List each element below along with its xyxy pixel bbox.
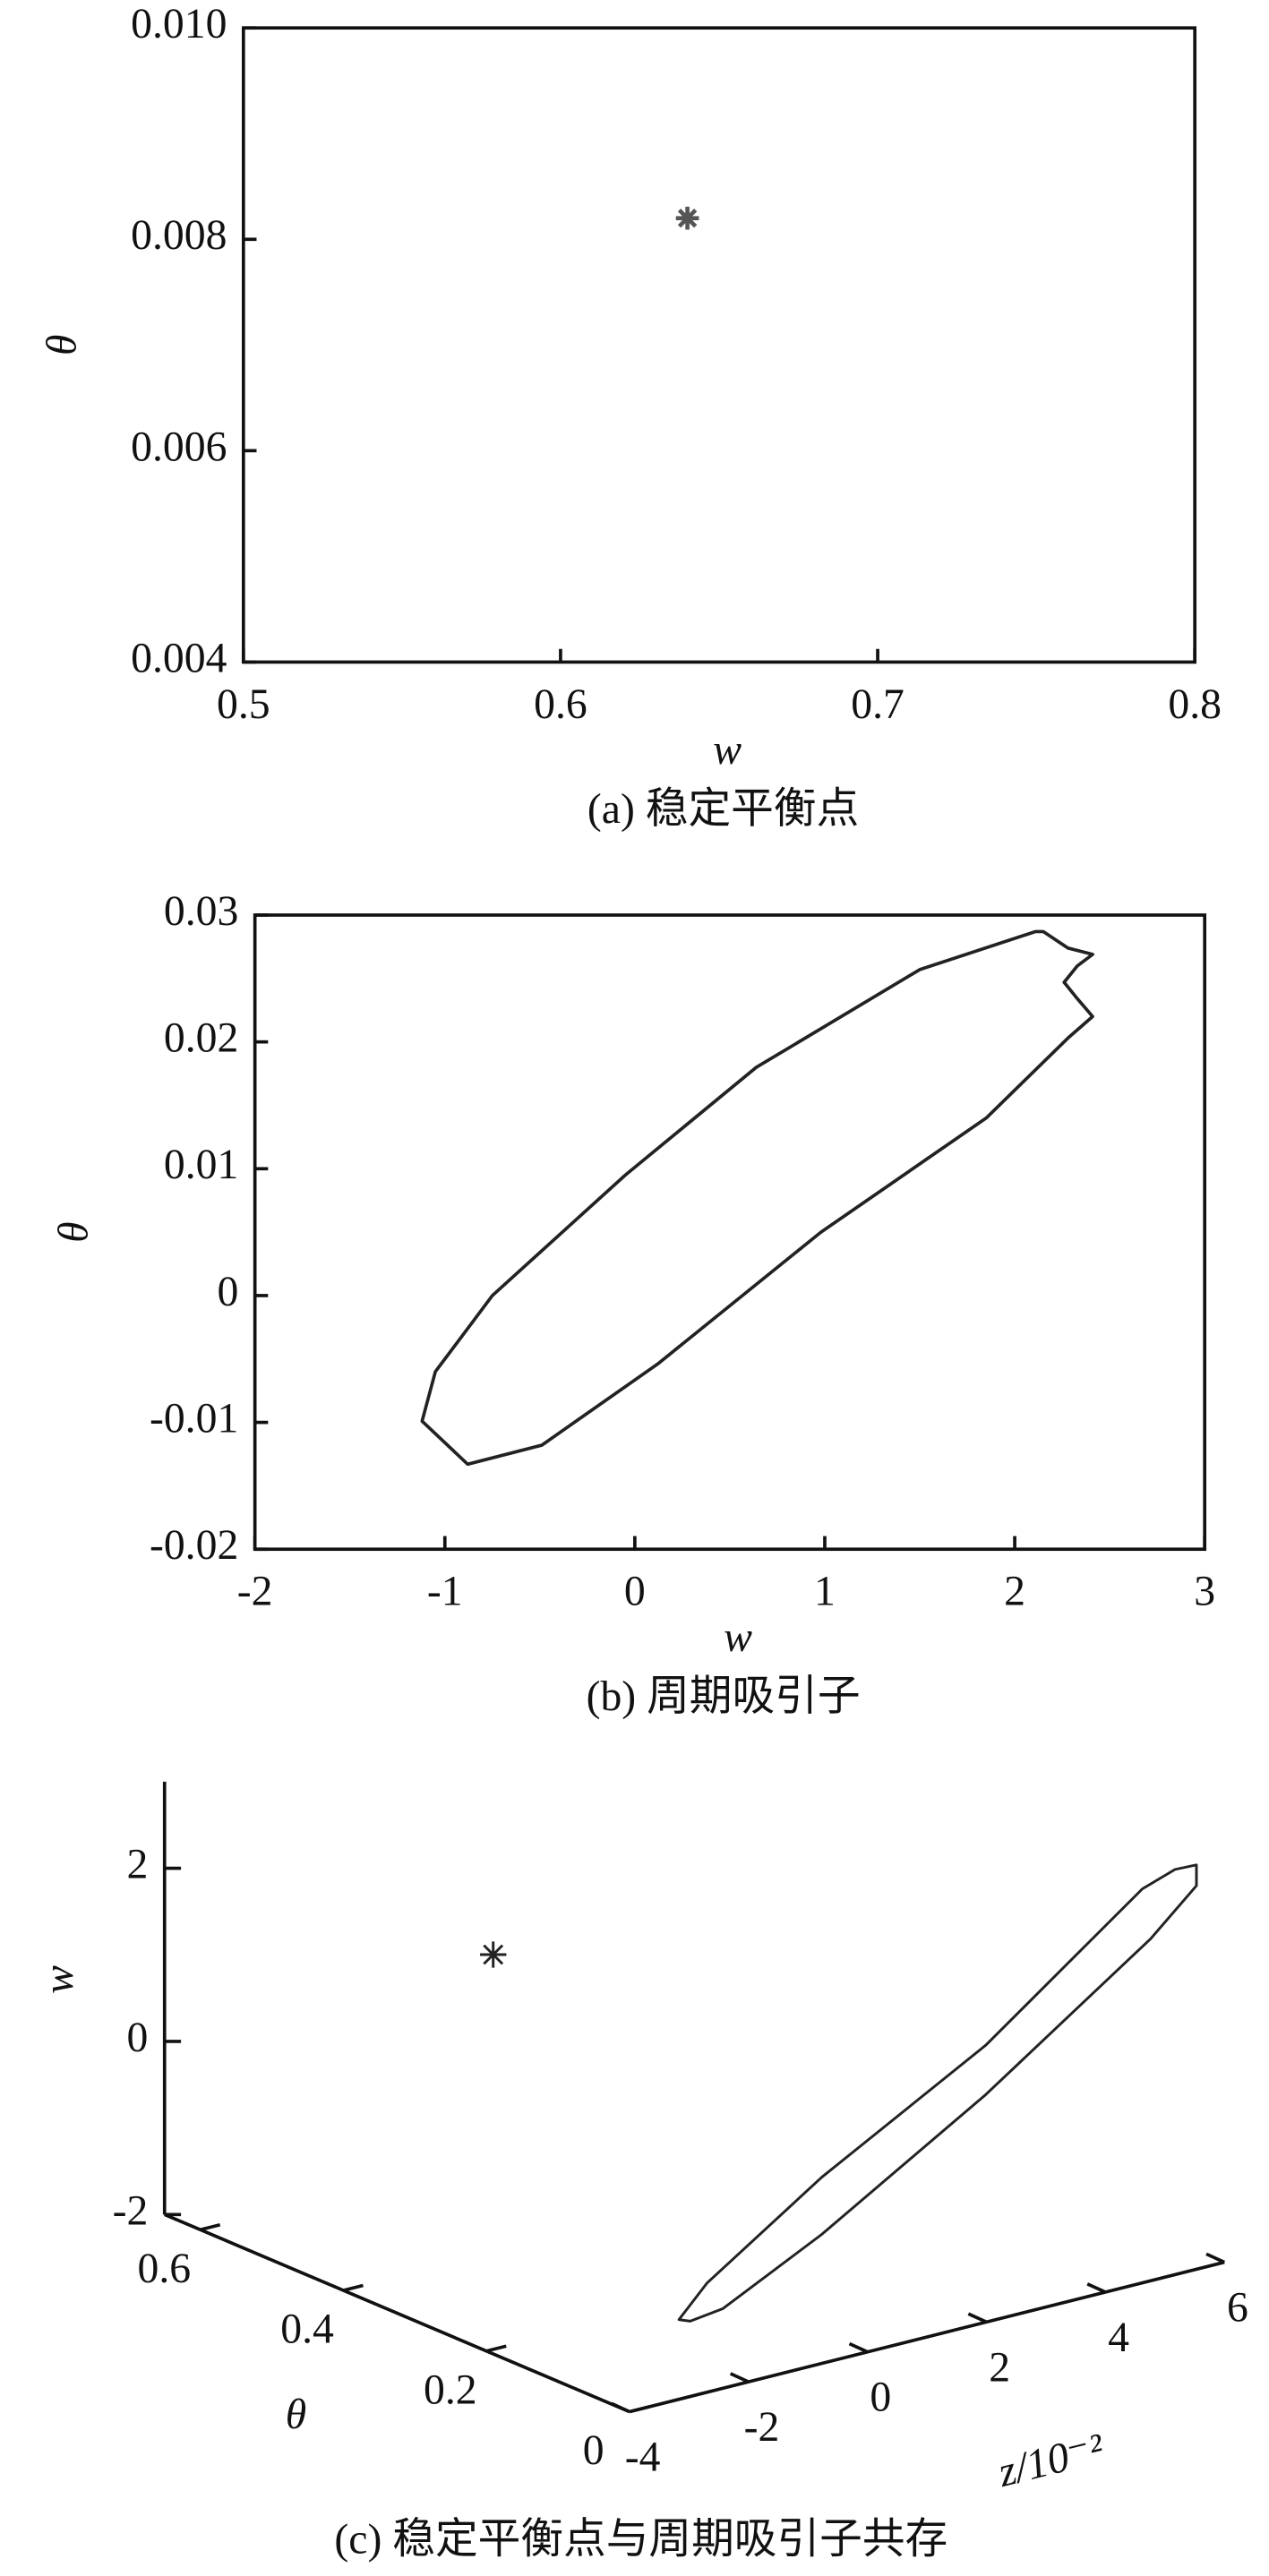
theta-tick [485, 2344, 507, 2353]
z-tick-label: 6 [1227, 2284, 1248, 2332]
z-tick-label: -4 [625, 2434, 661, 2481]
theta-tick [343, 2283, 364, 2292]
theta-tick [200, 2222, 221, 2232]
x-tick-label: 0 [624, 1568, 646, 1615]
marker [675, 206, 699, 230]
orbit-line [677, 1863, 1198, 2323]
z-tick-label: 4 [1108, 2314, 1129, 2361]
theta-tick-label: 0.2 [424, 2366, 477, 2413]
caption: (a) 稳定平衡点 [587, 785, 859, 833]
caption: (b) 周期吸引子 [587, 1673, 861, 1720]
y-tick-label: -0.01 [150, 1395, 238, 1442]
orbit-line [420, 929, 1094, 1467]
w-tick-label: 2 [127, 1841, 149, 1888]
theta-tick [629, 2405, 650, 2414]
z-axis-label: z/10⁻² [992, 2425, 1109, 2497]
x-tick-label: 2 [1004, 1568, 1025, 1615]
z-tick [848, 2341, 869, 2354]
x-tick-label: 0.5 [217, 680, 270, 728]
y-axis-label: θ [49, 1221, 97, 1242]
x-tick-label: 0.8 [1168, 680, 1222, 728]
x-tick-label: 3 [1194, 1568, 1215, 1615]
w-tick-label: 0 [127, 2014, 149, 2061]
y-tick-label: 0.01 [164, 1141, 238, 1188]
y-tick-label: -0.02 [150, 1521, 238, 1569]
y-tick-label: 0 [217, 1268, 238, 1315]
z-tick [1205, 2252, 1225, 2264]
z-tick [1086, 2282, 1107, 2294]
equilibrium-marker [480, 1941, 507, 1968]
y-tick-label: 0.004 [131, 634, 227, 681]
theta-axis [164, 2212, 630, 2414]
z-tick [729, 2372, 750, 2383]
z-tick [611, 2401, 630, 2414]
x-tick-label: 0.7 [851, 680, 905, 728]
plot-frame [241, 26, 1197, 664]
x-tick-label: 1 [814, 1568, 836, 1615]
theta-tick-label: 0.4 [280, 2306, 334, 2353]
x-tick-label: 0.6 [534, 680, 587, 728]
z-tick-label: -2 [744, 2403, 780, 2451]
z-tick-label: 0 [870, 2374, 891, 2421]
y-tick-label: 0.006 [131, 423, 227, 470]
y-axis-label: θ [39, 335, 86, 355]
theta-tick-label: 0 [583, 2426, 604, 2474]
w-tick-label: -2 [113, 2187, 149, 2234]
z-tick-label: 2 [989, 2343, 1010, 2391]
theta-tick-label: 0.6 [138, 2245, 192, 2292]
theta-axis-label: θ [286, 2391, 306, 2438]
z-axis [629, 2260, 1225, 2414]
plot-frame [253, 913, 1207, 1552]
x-axis-label: w [724, 1613, 752, 1661]
y-tick-label: 0.03 [164, 887, 238, 935]
caption: (c) 稳定平衡点与周期吸引子共存 [334, 2515, 947, 2563]
y-tick-label: 0.02 [164, 1014, 238, 1062]
x-tick-label: -1 [427, 1568, 463, 1615]
y-tick-label: 0.008 [131, 211, 227, 259]
y-tick-label: 0.010 [131, 0, 227, 47]
x-axis-label: w [713, 726, 742, 774]
z-tick [967, 2312, 988, 2324]
w-axis-label: w [35, 1965, 82, 1994]
x-tick-label: -2 [237, 1568, 273, 1615]
